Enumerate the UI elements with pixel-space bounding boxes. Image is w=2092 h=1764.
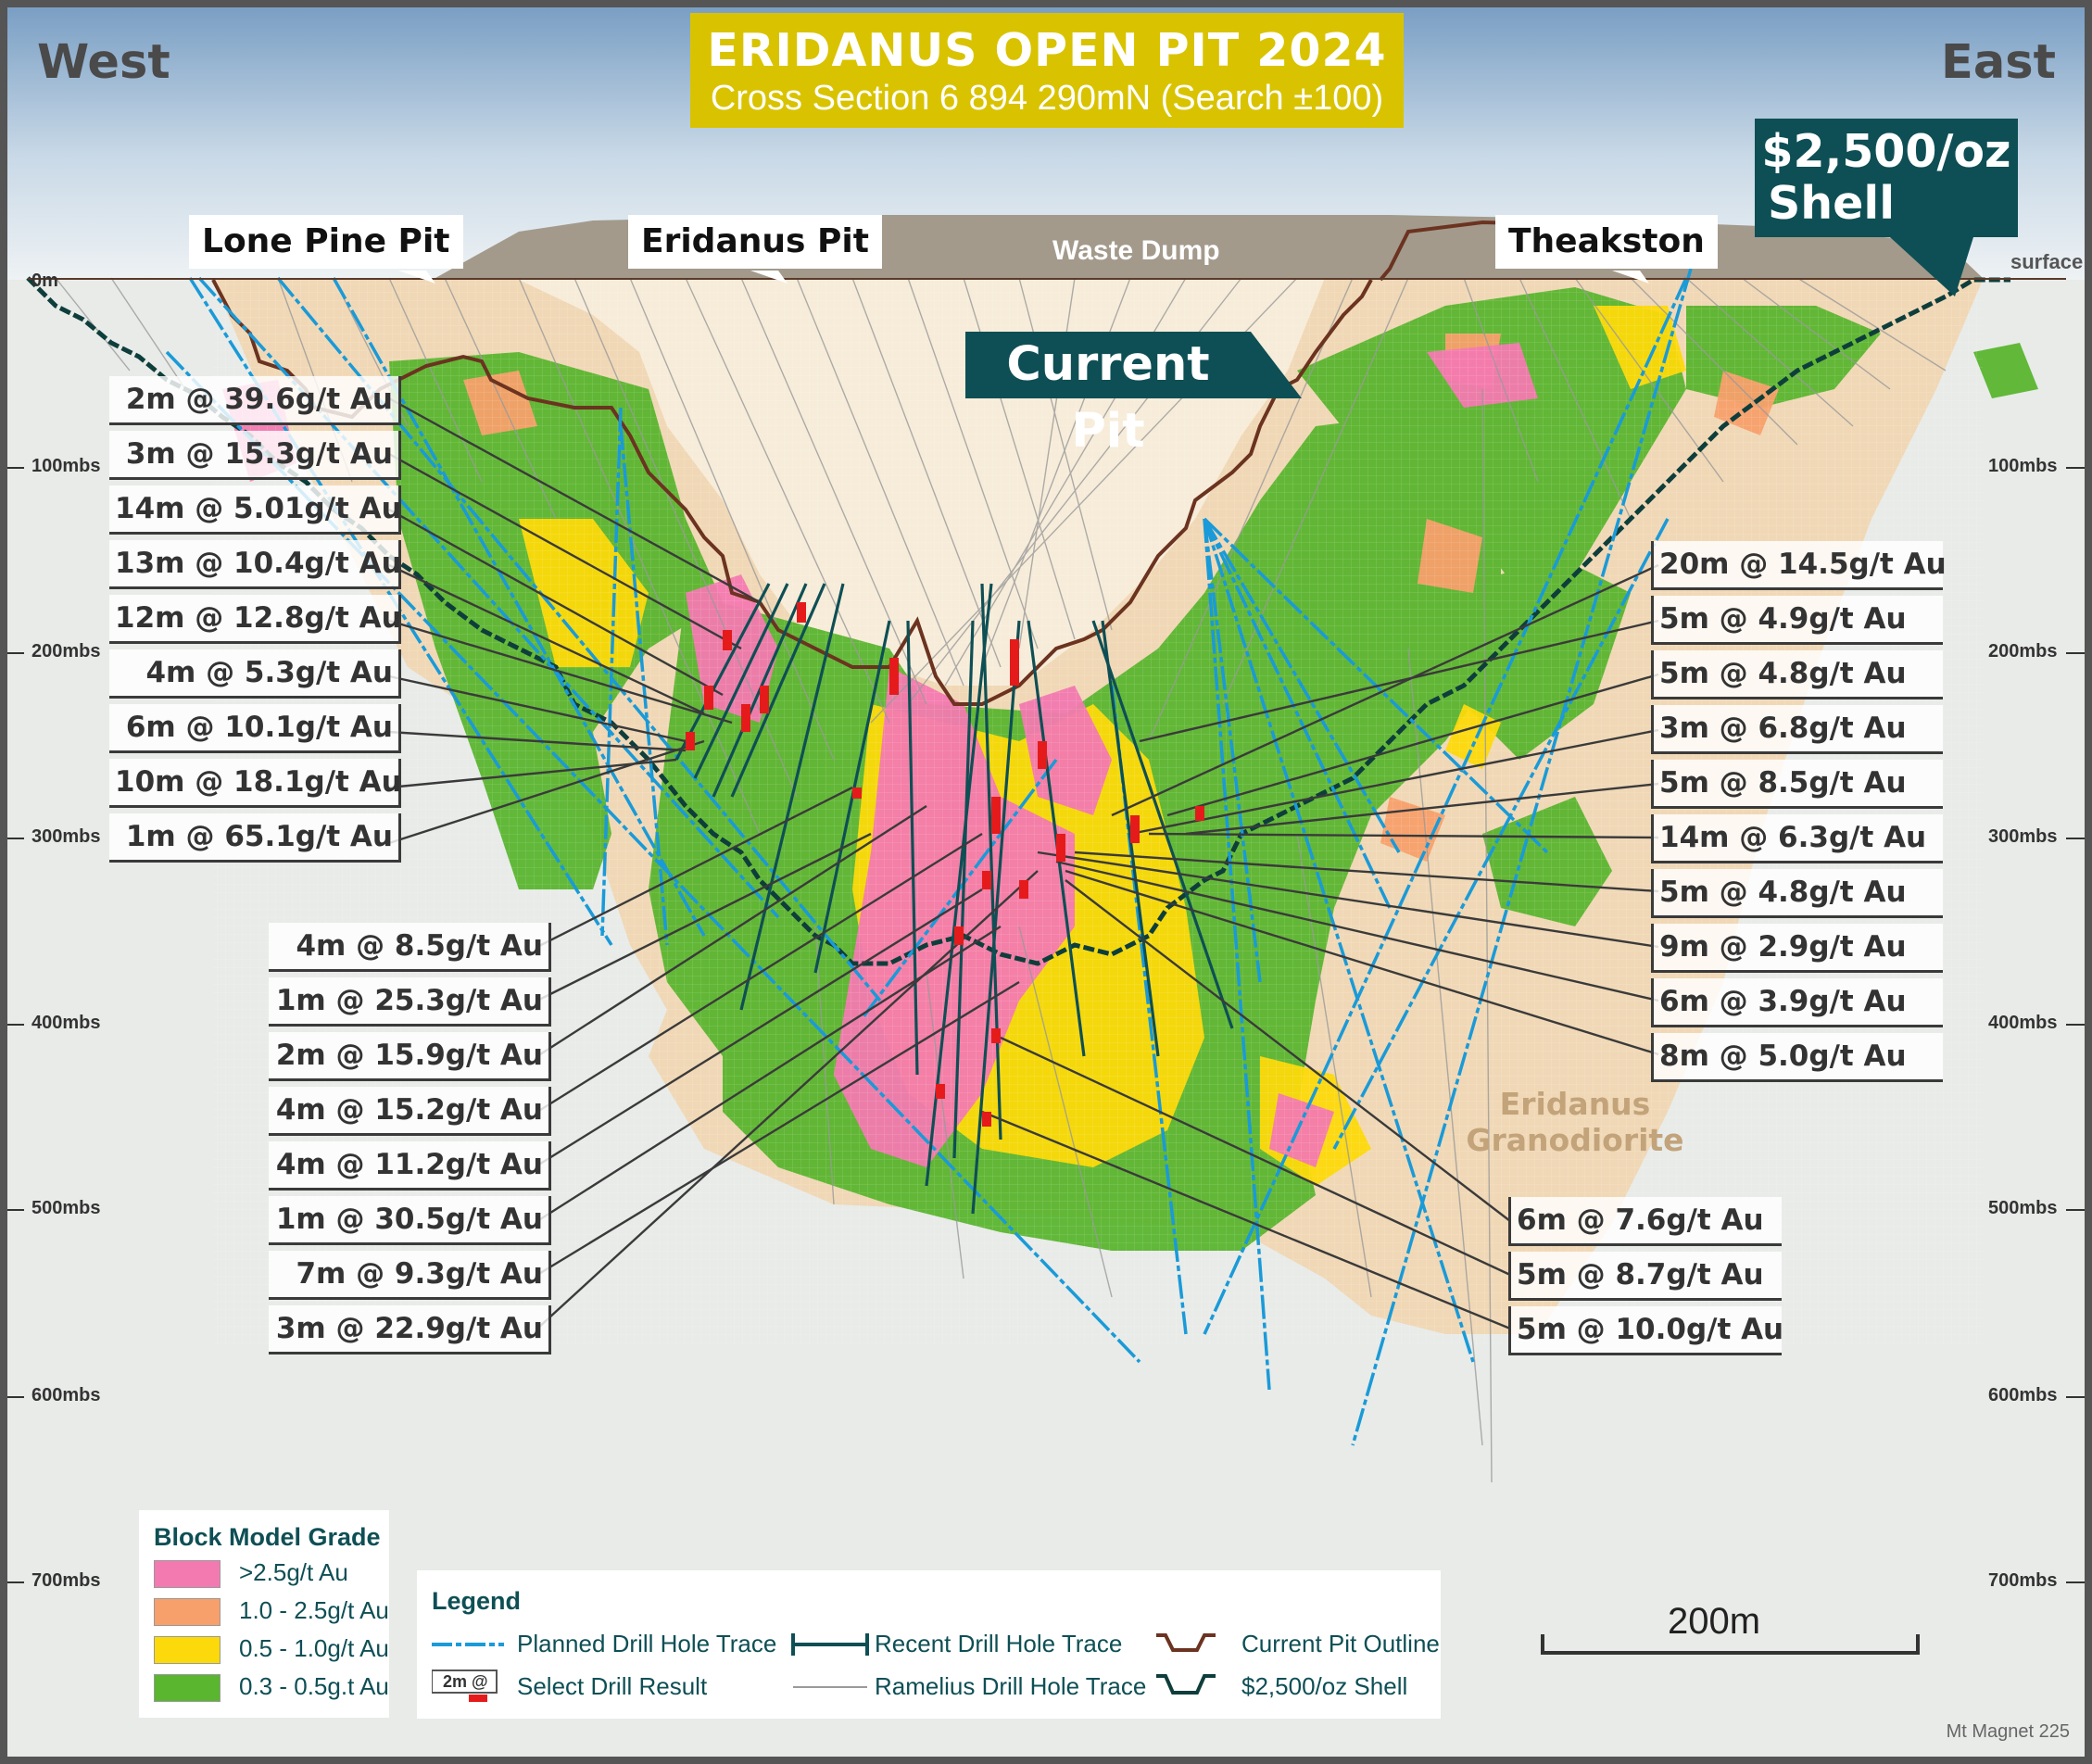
drill-result-label: 14m @ 5.01g/t Au <box>109 485 402 535</box>
drill-result-label: 1m @ 25.3g/t Au <box>269 977 551 1027</box>
depth-label-right: 300mbs <box>1988 826 2058 847</box>
depth-label-left: 300mbs <box>32 826 101 847</box>
drill-result-label: 13m @ 10.4g/t Au <box>109 540 402 589</box>
depth-ticks <box>7 467 2085 1583</box>
drill-result-label: 2m @ 15.9g/t Au <box>269 1032 551 1081</box>
legend-recent: Recent Drill Hole Trace <box>875 1630 1123 1657</box>
drill-result-label: 6m @ 10.1g/t Au <box>109 704 401 753</box>
lone-pine-pit-tag: Lone Pine Pit <box>189 215 463 269</box>
drill-result-label: 4m @ 5.3g/t Au <box>109 649 401 699</box>
drill-result-label: 5m @ 8.5g/t Au <box>1651 760 1943 809</box>
select-result-sample: 2m @ <box>443 1672 488 1691</box>
grade-label: 1.0 - 2.5g/t Au <box>239 1596 389 1624</box>
shell-symbol <box>1156 1674 1216 1695</box>
grade-legend: Block Model Grade >2.5g/t Au 1.0 - 2.5g/t… <box>139 1510 389 1718</box>
current-pit-pointer <box>1251 332 1302 398</box>
pit-outline-symbol <box>1156 1633 1216 1652</box>
drill-result-label: 2m @ 39.6g/t Au <box>109 376 401 425</box>
title-panel: ERIDANUS OPEN PIT 2024 Cross Section 6 8… <box>690 13 1404 128</box>
drill-result-label: 9m @ 2.9g/t Au <box>1651 924 1943 973</box>
drill-result-label: 20m @ 14.5g/t Au <box>1651 541 1947 590</box>
grade-label: 0.5 - 1.0g/t Au <box>239 1634 389 1662</box>
current-pit-callout: Current Pit <box>965 332 1251 459</box>
theakston-tag: Theakston <box>1495 215 1718 269</box>
drill-result-label: 6m @ 7.6g/t Au <box>1508 1197 1782 1246</box>
depth-label-right: 400mbs <box>1988 1013 2058 1033</box>
result-leader-lines <box>388 397 1659 1330</box>
eridanus-pointer <box>750 271 788 284</box>
depth-label-left: 500mbs <box>32 1198 101 1218</box>
granodiorite-line2: Granodiorite <box>1466 1122 1684 1158</box>
depth-label-right: 600mbs <box>1988 1385 2058 1405</box>
drill-result-label: 4m @ 11.2g/t Au <box>269 1141 551 1191</box>
drill-result-label: 5m @ 10.0g/t Au <box>1508 1306 1783 1355</box>
shell-callout-line2: Shell <box>1768 177 1895 230</box>
legend-title: Legend <box>432 1587 522 1615</box>
drill-result-label: 6m @ 3.9g/t Au <box>1651 978 1943 1027</box>
legend-select-result: Select Drill Result <box>517 1672 708 1700</box>
drill-result-label: 5m @ 4.8g/t Au <box>1651 650 1943 699</box>
depth-label-left: 600mbs <box>32 1385 101 1405</box>
drill-result-label: 10m @ 18.1g/t Au <box>109 759 402 808</box>
west-label: West <box>37 35 170 90</box>
surface-label: surface <box>2010 250 2084 273</box>
drill-result-label: 3m @ 15.3g/t Au <box>109 431 401 480</box>
lone-pine-pointer <box>398 271 435 284</box>
grade-label: >2.5g/t Au <box>239 1558 348 1586</box>
drill-result-label: 8m @ 5.0g/t Au <box>1651 1033 1943 1082</box>
drill-result-label: 1m @ 30.5g/t Au <box>269 1196 551 1245</box>
grade-label: 0.3 - 0.5g.t Au <box>239 1672 389 1700</box>
legend-symbols <box>432 1633 1216 1702</box>
waste-dump-label: Waste Dump <box>1052 235 1220 266</box>
symbol-legend: Legend 2m @ Planned Drill Hole Trace Rec… <box>417 1570 1441 1719</box>
drill-result-label: 1m @ 65.1g/t Au <box>109 813 401 863</box>
depth-label-left: 700mbs <box>32 1570 101 1591</box>
depth-label-right: 500mbs <box>1988 1198 2058 1218</box>
shell-callout-line1: $2,500/oz <box>1761 125 2011 178</box>
granodiorite-line1: Eridanus <box>1499 1086 1651 1122</box>
zero-label: 0m <box>32 271 58 291</box>
footer-label: Mt Magnet 225 <box>1946 1721 2070 1742</box>
grade-swatch <box>154 1674 221 1702</box>
drill-intercepts <box>686 602 1204 1127</box>
east-label: East <box>1941 35 2056 90</box>
depth-label-right: 700mbs <box>1988 1570 2058 1591</box>
depth-label-left: 200mbs <box>32 641 101 662</box>
drill-result-label: 3m @ 6.8g/t Au <box>1651 705 1943 754</box>
grade-swatch <box>154 1636 221 1664</box>
legend-shell: $2,500/oz Shell <box>1241 1672 1408 1700</box>
drill-result-label: 5m @ 8.7g/t Au <box>1508 1252 1782 1301</box>
scale-bar <box>1541 1634 1920 1655</box>
drill-result-label: 7m @ 9.3g/t Au <box>269 1251 551 1300</box>
drill-result-label: 12m @ 12.8g/t Au <box>109 595 402 644</box>
drill-result-label: 14m @ 6.3g/t Au <box>1651 814 1943 863</box>
legend-pit-outline: Current Pit Outline <box>1241 1630 1440 1657</box>
drill-result-label: 5m @ 4.8g/t Au <box>1651 869 1943 918</box>
depth-label-left: 100mbs <box>32 456 101 476</box>
theakston-pointer <box>1612 271 1649 284</box>
drill-result-label: 5m @ 4.9g/t Au <box>1651 596 1943 645</box>
legend-planned: Planned Drill Hole Trace <box>517 1630 777 1657</box>
figure-title: ERIDANUS OPEN PIT 2024 <box>707 24 1387 77</box>
grade-legend-title: Block Model Grade <box>154 1523 381 1551</box>
depth-label-left: 400mbs <box>32 1013 101 1033</box>
legend-ramelius: Ramelius Drill Hole Trace <box>875 1672 1147 1700</box>
granodiorite-label: Eridanus Granodiorite <box>1445 1086 1705 1158</box>
figure-subtitle: Cross Section 6 894 290mN (Search ±100) <box>710 79 1384 118</box>
depth-label-right: 100mbs <box>1988 456 2058 476</box>
drill-result-label: 4m @ 8.5g/t Au <box>269 923 551 972</box>
shell-callout: $2,500/oz Shell <box>1755 119 2018 237</box>
depth-label-right: 200mbs <box>1988 641 2058 662</box>
drill-result-label: 3m @ 22.9g/t Au <box>269 1305 551 1354</box>
drill-result-label: 4m @ 15.2g/t Au <box>269 1087 551 1136</box>
grade-swatch <box>154 1560 221 1588</box>
scale-bar-label: 200m <box>1668 1601 1761 1642</box>
select-result-symbol <box>432 1670 498 1694</box>
eridanus-pit-tag: Eridanus Pit <box>628 215 882 269</box>
grade-swatch <box>154 1598 221 1626</box>
shell-pointer <box>1890 237 1973 296</box>
